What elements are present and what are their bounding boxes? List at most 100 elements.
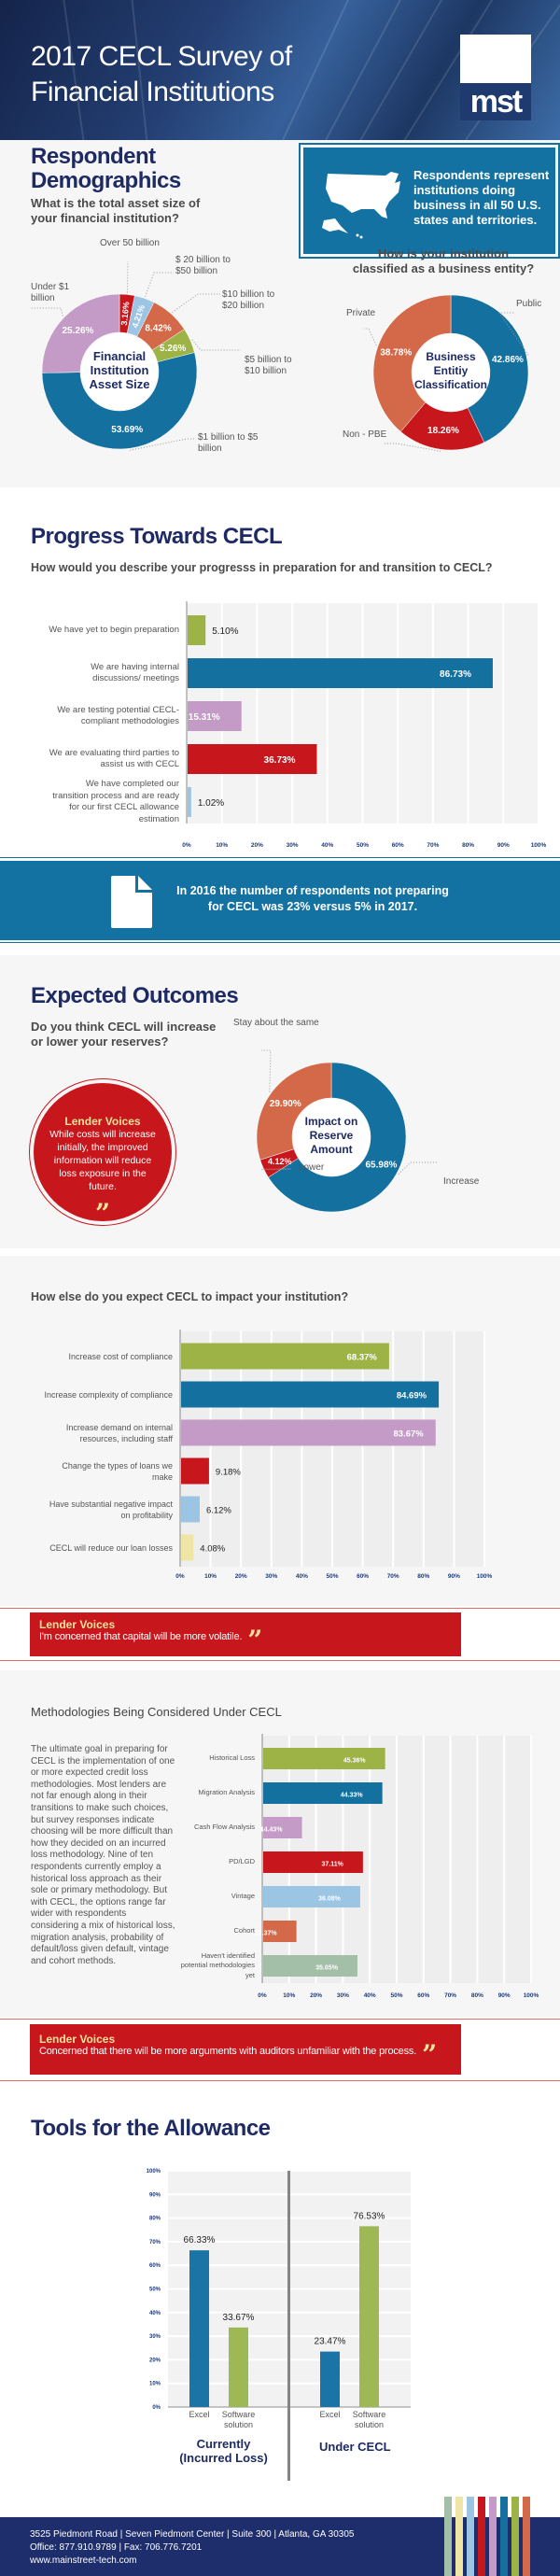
color-stripe	[455, 2497, 463, 2576]
x-tick-label: 20%	[310, 1992, 322, 1999]
donut-hole	[81, 333, 158, 410]
bar-value-label: 33.67%	[223, 2313, 255, 2323]
leader-line	[31, 307, 63, 317]
slice-category-label: Lower	[299, 1162, 325, 1173]
bar	[181, 1343, 389, 1370]
bar-value-label: 84.69%	[397, 1391, 427, 1401]
x-tick-label: 0%	[175, 1573, 185, 1580]
bar-value-label: 36.73%	[264, 755, 296, 766]
bar	[263, 1955, 357, 1977]
donut-slice	[372, 294, 452, 432]
bar-value-label: 36.08%	[318, 1896, 342, 1903]
x-tick-label: 40%	[296, 1573, 308, 1580]
slice-category-label: Non - PBE	[343, 429, 387, 440]
lender-voice-banner: Lender Voices I'm concerned that capital…	[30, 1612, 461, 1656]
document-icon	[111, 876, 152, 928]
y-tick-label: 100%	[147, 2169, 161, 2175]
category-label: Increase demand on internal resources, i…	[65, 1422, 173, 1443]
impact-bar-chart: 0% 10% 20% 30% 40% 50% 60% 70% 80% 90% 100% 68.37% 8…	[0, 1326, 560, 1583]
leader-line	[398, 1161, 439, 1175]
color-stripes-decoration	[444, 2497, 534, 2576]
divider	[0, 1660, 560, 1661]
color-stripe	[444, 2497, 452, 2576]
progress-question: How would you describe your progresss in…	[31, 561, 493, 574]
tools-bar-chart: 0% 10% 20% 30% 40% 50% 60% 70% 80% 90% 100% 66.33% 3…	[121, 2157, 448, 2484]
x-tick-label: 80%	[471, 1992, 483, 1999]
bar	[189, 2250, 209, 2407]
x-tick-label: 60%	[357, 1573, 369, 1580]
y-tick-label: 90%	[149, 2192, 161, 2198]
bar	[263, 1851, 363, 1873]
category-label: Increase complexity of compliance	[44, 1389, 173, 1400]
leader-line	[261, 1049, 272, 1092]
logo-text: mst	[460, 83, 531, 120]
lender-voice-text: While costs will increase initially, the…	[49, 1129, 156, 1192]
x-tick-label: 80%	[462, 842, 474, 849]
donut-center-label: Financial Institution Asset Size	[89, 349, 150, 391]
x-tick-label: 70%	[444, 1992, 456, 1999]
progress-title: Progress Towards CECL	[31, 524, 283, 549]
x-tick-label: 40%	[364, 1992, 376, 1999]
slice-value-label: 42.86%	[492, 355, 524, 365]
lender-voice-title: Lender Voices	[39, 1618, 116, 1631]
lender-voice-bubble: Lender Voices While costs will increase …	[29, 1078, 176, 1227]
tools-title: Tools for the Allowance	[31, 2116, 271, 2141]
y-tick-label: 50%	[149, 2287, 161, 2293]
divider	[0, 857, 560, 858]
slice-category-label: Under $1 billion	[31, 282, 70, 303]
x-tick-label: 50%	[357, 842, 369, 849]
y-tick-label: 80%	[149, 2217, 161, 2222]
bar-value-label: 6.12%	[206, 1506, 231, 1516]
category-label: Increase cost of compliance	[68, 1351, 173, 1361]
slice-value-label: 29.90%	[270, 1099, 301, 1109]
entity-question: How is your institution classified as a …	[352, 246, 535, 275]
x-tick-label: 60%	[417, 1992, 429, 1999]
color-stripe	[511, 2497, 519, 2576]
leader-line	[172, 293, 220, 313]
divider	[0, 1608, 560, 1609]
slice-category-label: Increase	[443, 1176, 480, 1187]
divider	[0, 942, 560, 943]
x-category-label: Excel	[189, 2410, 210, 2419]
lender-voice-text: I'm concerned that capital will be more …	[39, 1631, 243, 1642]
bar	[263, 1782, 383, 1804]
category-label: Have substantial negative impact on prof…	[49, 1499, 173, 1520]
x-tick-label: 10%	[204, 1573, 217, 1580]
bar	[181, 1496, 200, 1523]
color-stripe	[523, 2497, 530, 2576]
x-category-label: Software solution	[352, 2410, 386, 2429]
slice-value-label: 3.16%	[119, 302, 131, 326]
y-tick-label: 0%	[152, 2405, 161, 2411]
x-tick-label: 90%	[497, 842, 510, 849]
category-label: Historical Loss	[209, 1753, 255, 1763]
divider	[0, 2080, 560, 2081]
x-tick-label: 70%	[387, 1573, 399, 1580]
x-tick-label: 20%	[251, 842, 263, 849]
bar	[181, 1534, 194, 1561]
x-tick-label: 50%	[390, 1992, 402, 1999]
quote-icon: ”	[247, 1625, 263, 1655]
bar	[263, 1886, 360, 1907]
outcomes-title: Expected Outcomes	[31, 983, 239, 1008]
x-tick-label: 100%	[477, 1573, 493, 1580]
bar-value-label: 9.18%	[216, 1468, 241, 1478]
slice-category-label: $ 20 billion to $50 billion	[175, 255, 231, 276]
x-tick-label: 20%	[235, 1573, 247, 1580]
slice-category-label: Private	[346, 308, 376, 318]
footer-website[interactable]: www.mainstreet-tech.com	[30, 2555, 137, 2566]
x-category-label: Excel	[319, 2410, 341, 2419]
bar	[188, 744, 317, 774]
x-tick-label: 30%	[337, 1992, 349, 1999]
category-label: Vintage	[231, 1892, 255, 1901]
donut-slice	[450, 294, 529, 443]
asset-size-question: What is the total asset size of your fin…	[31, 196, 201, 225]
donut-slice	[41, 293, 120, 373]
demographics-title-line-2: Demographics	[31, 168, 181, 193]
category-label: Cash Flow Analysis	[193, 1823, 255, 1832]
slice-category-label: Over 50 billion	[100, 238, 160, 248]
slice-value-label: 65.98%	[366, 1160, 398, 1170]
slice-value-label: 8.42%	[145, 323, 171, 333]
leader-line	[364, 328, 377, 345]
y-tick-label: 60%	[149, 2263, 161, 2269]
x-tick-label: 90%	[498, 1992, 511, 1999]
